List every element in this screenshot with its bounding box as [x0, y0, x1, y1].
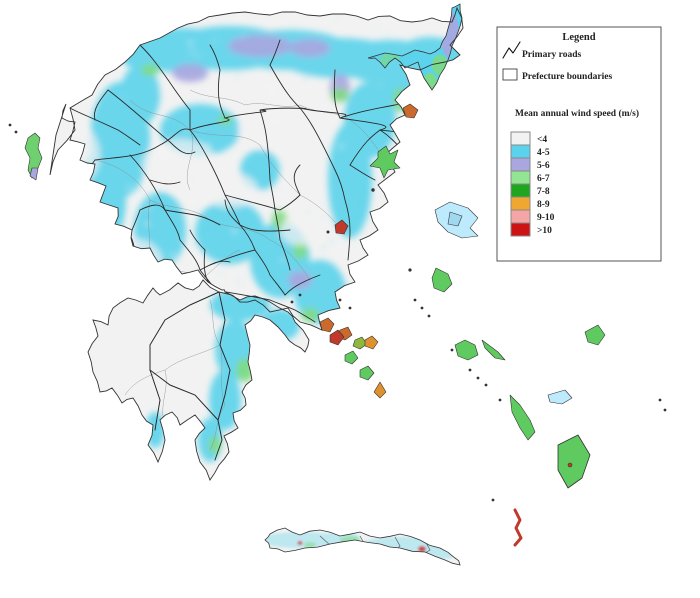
svg-text:Prefecture boundaries: Prefecture boundaries: [522, 72, 612, 82]
svg-text:Mean annual wind speed (m/s): Mean annual wind speed (m/s): [515, 108, 639, 119]
svg-text:Legend: Legend: [562, 32, 595, 43]
svg-text:>10: >10: [537, 226, 552, 236]
svg-text:Primary roads: Primary roads: [522, 50, 581, 60]
svg-text:9-10: 9-10: [537, 213, 555, 223]
svg-text:4-5: 4-5: [537, 148, 550, 158]
svg-text:<4: <4: [537, 135, 547, 145]
svg-text:8-9: 8-9: [537, 200, 550, 210]
svg-text:7-8: 7-8: [537, 187, 550, 197]
svg-text:5-6: 5-6: [537, 161, 550, 171]
svg-text:6-7: 6-7: [537, 174, 550, 184]
